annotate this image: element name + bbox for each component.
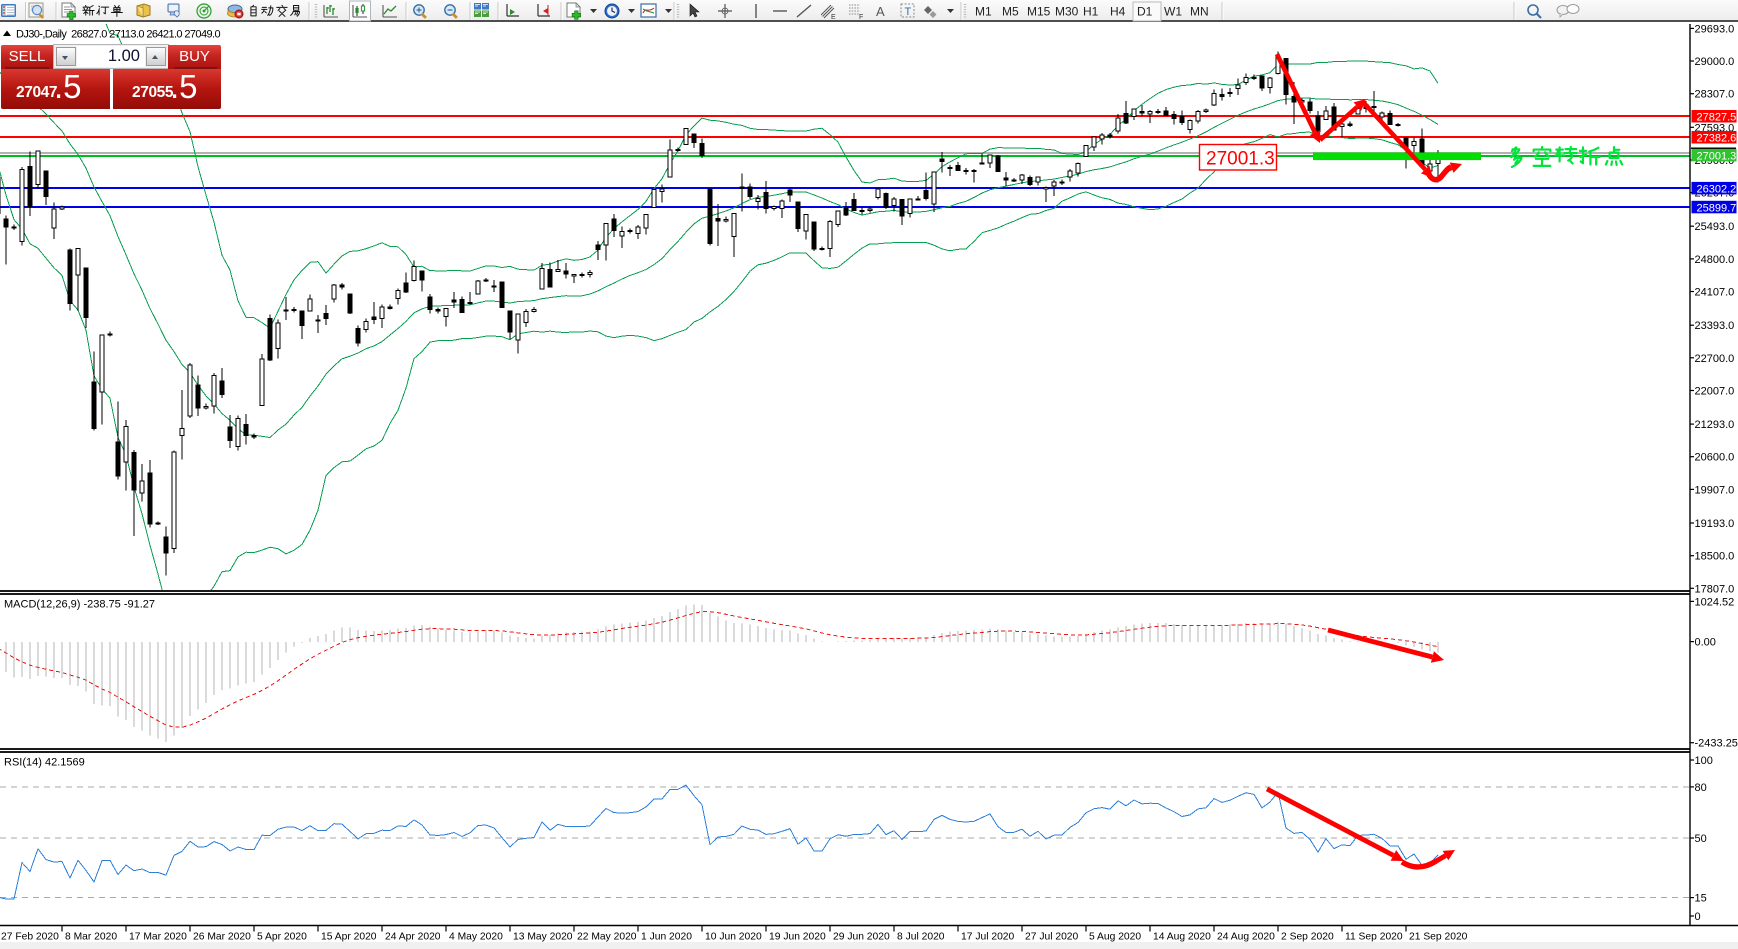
svg-text:-2433.25: -2433.25 <box>1695 738 1738 750</box>
svg-text:29693.0: 29693.0 <box>1695 23 1735 35</box>
svg-text:M1: M1 <box>975 5 992 19</box>
svg-text:27 Feb 2020: 27 Feb 2020 <box>1 932 59 943</box>
svg-text:23393.0: 23393.0 <box>1695 320 1735 332</box>
svg-text:25899.7: 25899.7 <box>1697 202 1737 214</box>
svg-text:27001.3: 27001.3 <box>1697 150 1737 162</box>
svg-text:4 May 2020: 4 May 2020 <box>449 932 503 943</box>
svg-text:100: 100 <box>1695 755 1713 767</box>
svg-text:17 Mar 2020: 17 Mar 2020 <box>129 932 187 943</box>
svg-text:T: T <box>905 6 912 18</box>
svg-text:5 Aug 2020: 5 Aug 2020 <box>1089 932 1141 943</box>
svg-text:MN: MN <box>1190 5 1209 19</box>
svg-text:DJ30-,Daily 26827.0 27113.0 2: DJ30-,Daily 26827.0 27113.0 26421.0 2704… <box>16 29 220 41</box>
svg-text:26 Mar 2020: 26 Mar 2020 <box>193 932 251 943</box>
svg-text:H4: H4 <box>1110 5 1126 19</box>
svg-text:27827.5: 27827.5 <box>1697 112 1737 124</box>
svg-text:25493.0: 25493.0 <box>1695 221 1735 233</box>
svg-text:20600.0: 20600.0 <box>1695 452 1735 464</box>
svg-text:8 Jul 2020: 8 Jul 2020 <box>897 932 945 943</box>
svg-text:50: 50 <box>1695 833 1707 845</box>
svg-text:22 May 2020: 22 May 2020 <box>577 932 637 943</box>
svg-text:28307.0: 28307.0 <box>1695 89 1735 101</box>
svg-text:27382.6: 27382.6 <box>1697 132 1737 144</box>
svg-text:15 Apr 2020: 15 Apr 2020 <box>321 932 377 943</box>
svg-text:M15: M15 <box>1027 5 1051 19</box>
svg-text:27001.3: 27001.3 <box>1206 149 1275 170</box>
svg-text:17 Jul 2020: 17 Jul 2020 <box>961 932 1015 943</box>
svg-text:19193.0: 19193.0 <box>1695 518 1735 530</box>
svg-text:8 Mar 2020: 8 Mar 2020 <box>65 932 117 943</box>
svg-text:22700.0: 22700.0 <box>1695 353 1735 365</box>
svg-text:M5: M5 <box>1002 5 1019 19</box>
svg-text:F: F <box>859 14 863 21</box>
svg-text:22007.0: 22007.0 <box>1695 386 1735 398</box>
svg-text:26302.2: 26302.2 <box>1697 183 1737 195</box>
svg-text:2 Sep 2020: 2 Sep 2020 <box>1281 932 1334 943</box>
svg-text:24 Apr 2020: 24 Apr 2020 <box>385 932 441 943</box>
svg-text:24 Aug 2020: 24 Aug 2020 <box>1217 932 1275 943</box>
svg-text:21 Sep 2020: 21 Sep 2020 <box>1409 932 1468 943</box>
svg-text:0.00: 0.00 <box>1695 637 1716 649</box>
svg-text:E: E <box>831 14 836 21</box>
svg-text:MACD(12,26,9) -238.75 -91.27: MACD(12,26,9) -238.75 -91.27 <box>4 599 155 611</box>
svg-text:1 Jun 2020: 1 Jun 2020 <box>641 932 692 943</box>
svg-text:21293.0: 21293.0 <box>1695 419 1735 431</box>
svg-text:1024.52: 1024.52 <box>1695 596 1735 608</box>
svg-text:RSI(14) 42.1569: RSI(14) 42.1569 <box>4 757 85 769</box>
svg-text:0: 0 <box>1695 911 1701 923</box>
svg-text:80: 80 <box>1695 782 1707 794</box>
svg-text:H1: H1 <box>1083 5 1099 19</box>
svg-text:17807.0: 17807.0 <box>1695 583 1735 595</box>
svg-text:19907.0: 19907.0 <box>1695 484 1735 496</box>
svg-text:14 Aug 2020: 14 Aug 2020 <box>1153 932 1211 943</box>
svg-text:A: A <box>876 4 885 19</box>
svg-text:5 Apr 2020: 5 Apr 2020 <box>257 932 307 943</box>
svg-text:24800.0: 24800.0 <box>1695 254 1735 266</box>
svg-text:13 May 2020: 13 May 2020 <box>513 932 573 943</box>
svg-text:27 Jul 2020: 27 Jul 2020 <box>1025 932 1079 943</box>
svg-text:11 Sep 2020: 11 Sep 2020 <box>1345 932 1403 943</box>
svg-text:29000.0: 29000.0 <box>1695 56 1735 68</box>
svg-text:18500.0: 18500.0 <box>1695 551 1735 563</box>
svg-text:D1: D1 <box>1137 5 1153 19</box>
svg-text:M30: M30 <box>1055 5 1079 19</box>
svg-text:29 Jun 2020: 29 Jun 2020 <box>833 932 890 943</box>
svg-text:15: 15 <box>1695 893 1707 905</box>
svg-text:19 Jun 2020: 19 Jun 2020 <box>769 932 826 943</box>
svg-text:24107.0: 24107.0 <box>1695 287 1735 299</box>
svg-text:W1: W1 <box>1164 5 1182 19</box>
svg-text:10 Jun 2020: 10 Jun 2020 <box>705 932 762 943</box>
